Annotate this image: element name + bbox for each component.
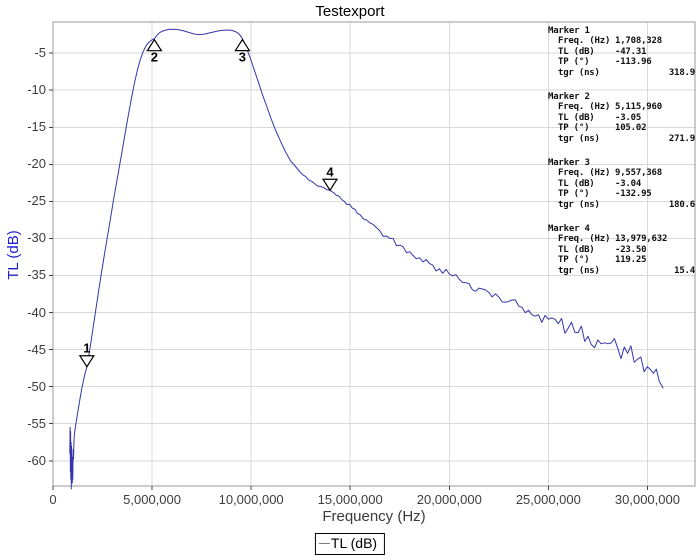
marker-info-row-value: -3.04	[615, 178, 642, 189]
marker-info-row-label: TP (°)	[558, 123, 590, 134]
marker-info-row-value: 105.02	[615, 123, 647, 134]
marker-info-row-label: TL (dB)	[558, 46, 595, 57]
marker-1-number: 1	[83, 341, 90, 356]
y-tick-label: -35	[27, 267, 46, 283]
marker-info-row-label: TP (°)	[558, 255, 590, 266]
marker-info-row-label: TL (dB)	[558, 178, 595, 189]
tl-curve	[69, 28, 664, 490]
x-tick-label: 5,000,000	[123, 492, 181, 507]
y-tick-label: -30	[27, 230, 46, 246]
y-tick-label: -15	[27, 119, 46, 135]
marker-info-row-label: tgr (ns)	[558, 133, 600, 144]
marker-info-row-value: 318.9	[668, 67, 695, 78]
marker-info-row: tgr (ns) 180.6	[546, 200, 695, 210]
marker-info-row-value: -23.50	[615, 244, 647, 255]
marker-info-row-value: -113.96	[615, 57, 652, 68]
marker-info-row-label: tgr (ns)	[558, 265, 600, 276]
marker-info-row-value: -3.05	[615, 112, 642, 123]
marker-info-row: TL (dB) -3.05	[546, 113, 695, 123]
x-axis-title: Frequency (Hz)	[322, 508, 426, 525]
y-tick-label: -55	[27, 415, 46, 431]
y-tick-label: -25	[27, 193, 46, 209]
marker-info-row-value: 119.25	[615, 255, 647, 266]
marker-info-row-value: 1,708,328	[615, 36, 662, 47]
x-tick-label: 0	[49, 492, 57, 507]
marker-info-row: TP (°) 105.02	[546, 123, 695, 133]
marker-4-number: 4	[326, 164, 334, 179]
y-axis-title: TL (dB)	[5, 230, 22, 280]
y-tick-label: -10	[27, 82, 46, 98]
marker-info-row: Freq. (Hz) 1,708,328	[546, 36, 695, 46]
marker-info-row-value: 13,979,632	[615, 234, 668, 245]
marker-info-row: TP (°) 119.25	[546, 255, 695, 265]
marker-info-block: Marker 4 Freq. (Hz) 13,979,632 TL (dB) -23.5…	[546, 224, 695, 276]
marker-info-block: Marker 2 Freq. (Hz) 5,115,960 TL (dB) -3.05 T…	[546, 92, 695, 144]
marker-1-triangle-icon[interactable]	[78, 355, 95, 368]
marker-info-row-label: tgr (ns)	[558, 67, 600, 78]
marker-info-row: TL (dB) -47.31	[546, 47, 695, 57]
marker-info-row: TL (dB) -3.04	[546, 179, 695, 189]
marker-info-title: Marker 3	[548, 158, 590, 168]
x-tick-label: 20,000,000	[416, 492, 482, 507]
marker-info-row: TP (°) -132.95	[546, 189, 695, 199]
marker-2-triangle-icon[interactable]	[146, 38, 163, 52]
marker-4-triangle-icon[interactable]	[321, 178, 339, 192]
x-tick-label: 30,000,000	[614, 492, 680, 507]
y-tick-label: -20	[27, 156, 46, 172]
x-tick-label: 15,000,000	[317, 492, 383, 507]
marker-2-number: 2	[151, 50, 158, 65]
marker-info-row-label: Freq. (Hz)	[558, 36, 611, 47]
chart-title: Testexport	[315, 3, 385, 20]
marker-info-row-value: 9,557,368	[615, 168, 662, 179]
x-tick-label: 10,000,000	[218, 492, 284, 507]
plot-border	[52, 21, 696, 487]
marker-info-row: TP (°) -113.96	[546, 57, 695, 67]
marker-info-row-label: Freq. (Hz)	[558, 168, 611, 179]
y-tick-label: -60	[27, 452, 46, 468]
marker-info-row-value: 271.9	[668, 133, 695, 144]
marker-info-row-label: tgr (ns)	[558, 199, 600, 210]
marker-info-row: Freq. (Hz) 13,979,632	[546, 234, 695, 244]
marker-info-title: Marker 2	[548, 92, 590, 102]
x-tick-label: 25,000,000	[515, 492, 581, 507]
legend: TL (dB)	[314, 533, 386, 555]
marker-info-row-label: TP (°)	[558, 189, 590, 200]
y-tick-label: -5	[34, 45, 46, 61]
marker-3-number: 3	[239, 50, 246, 65]
y-tick-label: -50	[27, 378, 46, 394]
marker-info-row-label: Freq. (Hz)	[558, 234, 611, 245]
marker-info-row: TL (dB) -23.50	[546, 245, 695, 255]
legend-line-sample-icon	[318, 543, 330, 544]
marker-info-row-label: TL (dB)	[558, 244, 595, 255]
marker-info-row: Freq. (Hz) 5,115,960	[546, 102, 695, 112]
y-tick-label: -40	[27, 304, 46, 320]
marker-info-title: Marker 4	[548, 224, 590, 234]
marker-info-row-value: -132.95	[615, 189, 652, 200]
marker-info-block: Marker 1 Freq. (Hz) 1,708,328 TL (dB) -47.31…	[546, 26, 695, 78]
marker-info-row: tgr (ns) 271.9	[546, 134, 695, 144]
marker-info-row-value: 15.4	[674, 265, 695, 276]
marker-info-row-label: TP (°)	[558, 57, 590, 68]
marker-info-row-label: TL (dB)	[558, 112, 595, 123]
marker-info-title: Marker 1	[548, 26, 590, 36]
marker-info-row-label: Freq. (Hz)	[558, 102, 611, 113]
marker-info-row-value: 5,115,960	[615, 102, 662, 113]
legend-label: TL (dB)	[330, 535, 378, 551]
marker-3-triangle-icon[interactable]	[234, 38, 251, 52]
marker-info-row: Freq. (Hz) 9,557,368	[546, 168, 695, 178]
marker-info-row-value: 180.6	[668, 199, 695, 210]
marker-info-block: Marker 3 Freq. (Hz) 9,557,368 TL (dB) -3.04 T…	[546, 158, 695, 210]
marker-info-row: tgr (ns) 15.4	[546, 266, 695, 276]
marker-info-row: tgr (ns) 318.9	[546, 68, 695, 78]
marker-info-row-value: -47.31	[615, 46, 647, 57]
y-tick-label: -45	[27, 341, 46, 357]
